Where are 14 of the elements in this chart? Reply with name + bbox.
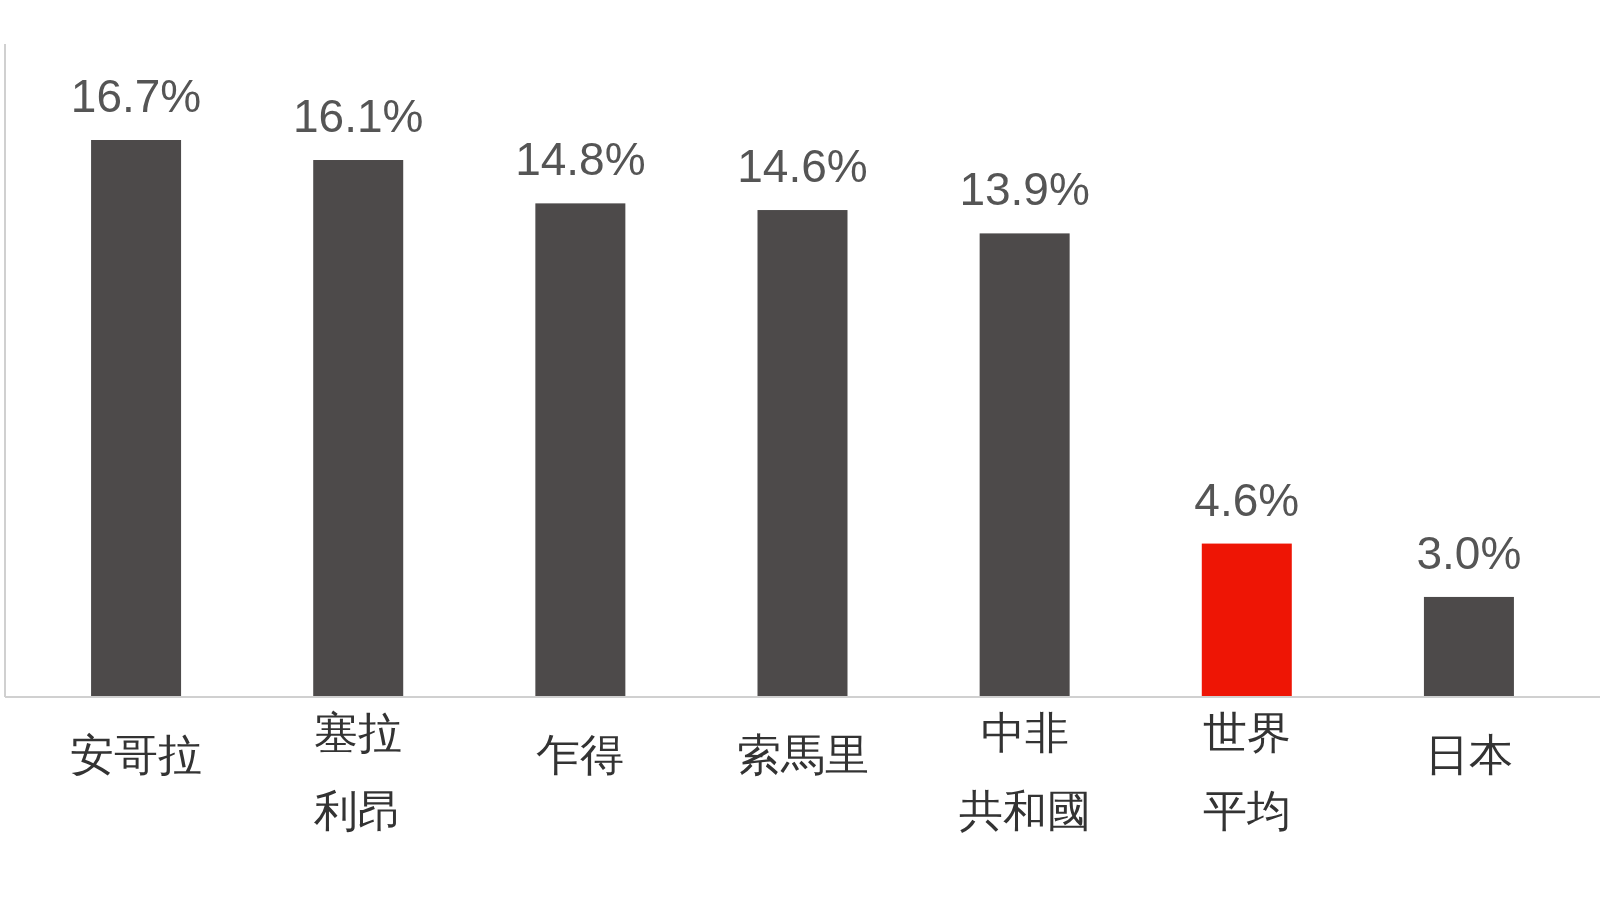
data-label: 14.6%	[737, 140, 868, 193]
x-tick-label: 塞拉利昂	[314, 707, 403, 836]
x-tick-label: 乍得	[536, 729, 625, 780]
data-label: 13.9%	[959, 163, 1090, 216]
data-label: 4.6%	[1194, 473, 1300, 526]
x-tick-label: 中非共和國	[958, 707, 1091, 836]
data-label: 16.1%	[293, 90, 424, 143]
x-tick-label: 索馬里	[736, 729, 869, 780]
data-label: 3.0%	[1416, 526, 1522, 579]
x-tick-label: 日本	[1424, 729, 1513, 780]
data-label: 14.8%	[515, 133, 646, 186]
x-tick-label: 安哥拉	[70, 729, 203, 780]
x-tick-label: 世界平均	[1202, 707, 1291, 836]
data-label: 16.7%	[70, 70, 202, 122]
